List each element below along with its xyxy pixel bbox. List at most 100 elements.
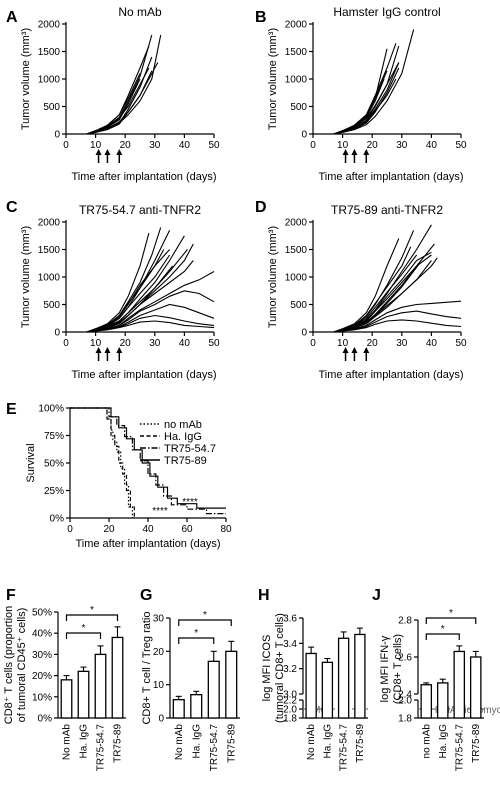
category-label-f: TR75-89 [113, 724, 124, 763]
treatment-arrowhead-d [363, 347, 370, 353]
treatment-arrowhead-c [116, 347, 123, 353]
legend-label-4: TR75-89 [164, 455, 207, 467]
growth-curve-a-10 [86, 70, 153, 135]
panel-label-a: A [6, 9, 18, 26]
significance-star-j: * [441, 624, 445, 635]
panel-label-f: F [6, 587, 16, 604]
significance-bracket-g [178, 619, 232, 626]
panel-label-d: D [255, 199, 267, 216]
growth-curve-d-12 [333, 246, 412, 333]
x-tick-label-b: 10 [337, 140, 349, 151]
y-tick-label-h: 3.4 [283, 639, 297, 650]
category-label-h: No mAb [306, 724, 317, 761]
chart-title-b: Hamster IgG control [333, 5, 440, 19]
x-tick-label-d: 50 [455, 338, 467, 349]
bar-f-2 [77, 670, 90, 719]
survival-curve-3 [70, 407, 226, 515]
bar-g-4 [225, 650, 238, 719]
reference-label-h: FMO [306, 705, 328, 716]
bar-g-3 [207, 660, 220, 719]
growth-curve-c-3 [86, 230, 171, 333]
significance-bracket-g [178, 637, 215, 644]
x-tick-label-b: 20 [367, 140, 379, 151]
bar-h-2 [321, 661, 334, 719]
y-tick-label-e: 25% [44, 486, 64, 497]
x-tick-label-b: 30 [396, 140, 408, 151]
y-tick-label-g: 30 [153, 614, 165, 625]
y-tick-label-a: 2000 [38, 20, 61, 31]
significance-star-g: * [194, 628, 198, 639]
y-tick-label-g: 10 [153, 680, 165, 691]
x-tick-label-e: 60 [181, 524, 193, 535]
category-label-g: Ha. IgG [191, 724, 202, 759]
significance-star-f: * [90, 605, 94, 616]
chart-title-a: No mAb [118, 5, 162, 19]
chart-title-d: TR75-89 anti-TNFR2 [331, 203, 443, 217]
y-tick-label-a: 0 [54, 130, 60, 141]
x-axis-label-b: Time after implantation (days) [318, 171, 463, 183]
chart-title-c: TR75-54.7 anti-TNFR2 [79, 203, 201, 217]
treatment-arrowhead-a [116, 149, 123, 155]
significance-star-j: * [449, 608, 453, 619]
treatment-arrowhead-c [95, 347, 102, 353]
x-tick-label-a: 40 [179, 140, 191, 151]
bar-j-4 [469, 656, 482, 719]
x-tick-label-e: 20 [103, 524, 115, 535]
x-tick-label-c: 10 [90, 338, 102, 349]
y-tick-label-e: 0% [50, 514, 65, 525]
y-tick-label-h: 2.0 [283, 705, 297, 716]
growth-curve-c-1 [86, 232, 150, 333]
category-label-f: Ha. IgG [79, 724, 90, 759]
treatment-arrowhead-a [104, 149, 111, 155]
x-tick-label-c: 50 [208, 338, 220, 349]
bar-h-3 [337, 637, 350, 719]
y-tick-label-c: 1500 [38, 245, 61, 256]
x-tick-label-e: 80 [220, 524, 232, 535]
y-tick-label-f: 30% [32, 650, 52, 661]
x-axis-label-d: Time after implantation (days) [318, 369, 463, 381]
y-axis-label-d: Tumor volume (mm³) [267, 226, 279, 328]
y-tick-label-b: 500 [290, 102, 307, 113]
y-axis-label-f: of tumoral CD45⁺ cells) [16, 608, 28, 723]
y-tick-label-f: 0% [38, 714, 53, 725]
growth-curve-a-9 [86, 34, 162, 135]
bar-j-2 [436, 682, 449, 719]
legend-label-1: no mAb [164, 419, 202, 431]
y-tick-label-j: 2.4 [398, 690, 412, 701]
y-tick-label-e: 100% [38, 404, 64, 415]
category-label-f: TR75-54.7 [96, 724, 107, 772]
legend-label-3: TR75-54.7 [164, 443, 216, 455]
bar-f-3 [94, 653, 107, 719]
y-tick-label-j: 1.8 [398, 714, 412, 725]
y-axis-label-e: Survival [25, 443, 37, 482]
significance-bracket-j [425, 617, 477, 624]
treatment-arrowhead-b [363, 149, 370, 155]
x-tick-label-b: 0 [310, 140, 316, 151]
y-tick-label-b: 1500 [285, 47, 308, 58]
treatment-arrowhead-b [351, 149, 358, 155]
y-tick-label-h: 2.2 [283, 696, 297, 707]
survival-curve-4 [70, 407, 226, 509]
x-tick-label-a: 0 [63, 140, 69, 151]
x-tick-label-b: 50 [455, 140, 467, 151]
bar-j-1 [420, 684, 433, 719]
y-tick-label-c: 2000 [38, 218, 61, 229]
bar-g-2 [190, 694, 203, 719]
x-tick-label-e: 40 [142, 524, 154, 535]
bar-j-3 [453, 650, 466, 719]
bar-f-4 [111, 636, 124, 719]
growth-curve-d-14 [333, 260, 432, 333]
growth-curve-c-16 [86, 265, 174, 333]
y-tick-label-d: 2000 [285, 218, 308, 229]
y-tick-label-h: 3.0 [283, 690, 297, 701]
panel-label-h: H [258, 587, 270, 604]
panel-label-j: J [372, 587, 381, 604]
panel-label-e: E [6, 401, 17, 418]
panel-label-g: G [140, 587, 152, 604]
x-tick-label-e: 0 [67, 524, 73, 535]
category-label-g: TR75-89 [226, 724, 237, 763]
y-tick-label-a: 1000 [38, 75, 61, 86]
category-label-j: Ha. IgG [438, 724, 449, 759]
y-axis-label-h: log MFI ICOS [261, 635, 273, 702]
